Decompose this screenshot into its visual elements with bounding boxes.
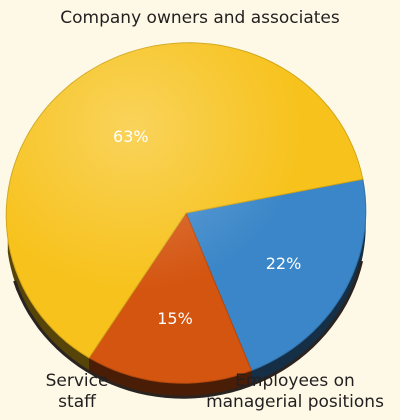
pie-side-0 xyxy=(7,238,89,372)
category-label-service-staff: Service staff xyxy=(45,371,109,412)
pie-gloss xyxy=(6,42,366,384)
pie-slices xyxy=(5,42,367,384)
category-label-managers: Employees on managerial positions xyxy=(206,371,384,412)
category-label-owners: Company owners and associates xyxy=(60,8,340,28)
pie-value-label-2: 15% xyxy=(157,309,193,328)
pie-side-2 xyxy=(89,357,252,398)
pie-side-1 xyxy=(251,187,366,385)
pie-value-label-1: 22% xyxy=(266,254,302,273)
pie-value-label-0: 63% xyxy=(113,127,149,146)
pie-value-labels: 22% 15% 63% xyxy=(113,127,301,328)
pie-depth xyxy=(7,187,366,399)
pie-rim xyxy=(13,260,364,399)
